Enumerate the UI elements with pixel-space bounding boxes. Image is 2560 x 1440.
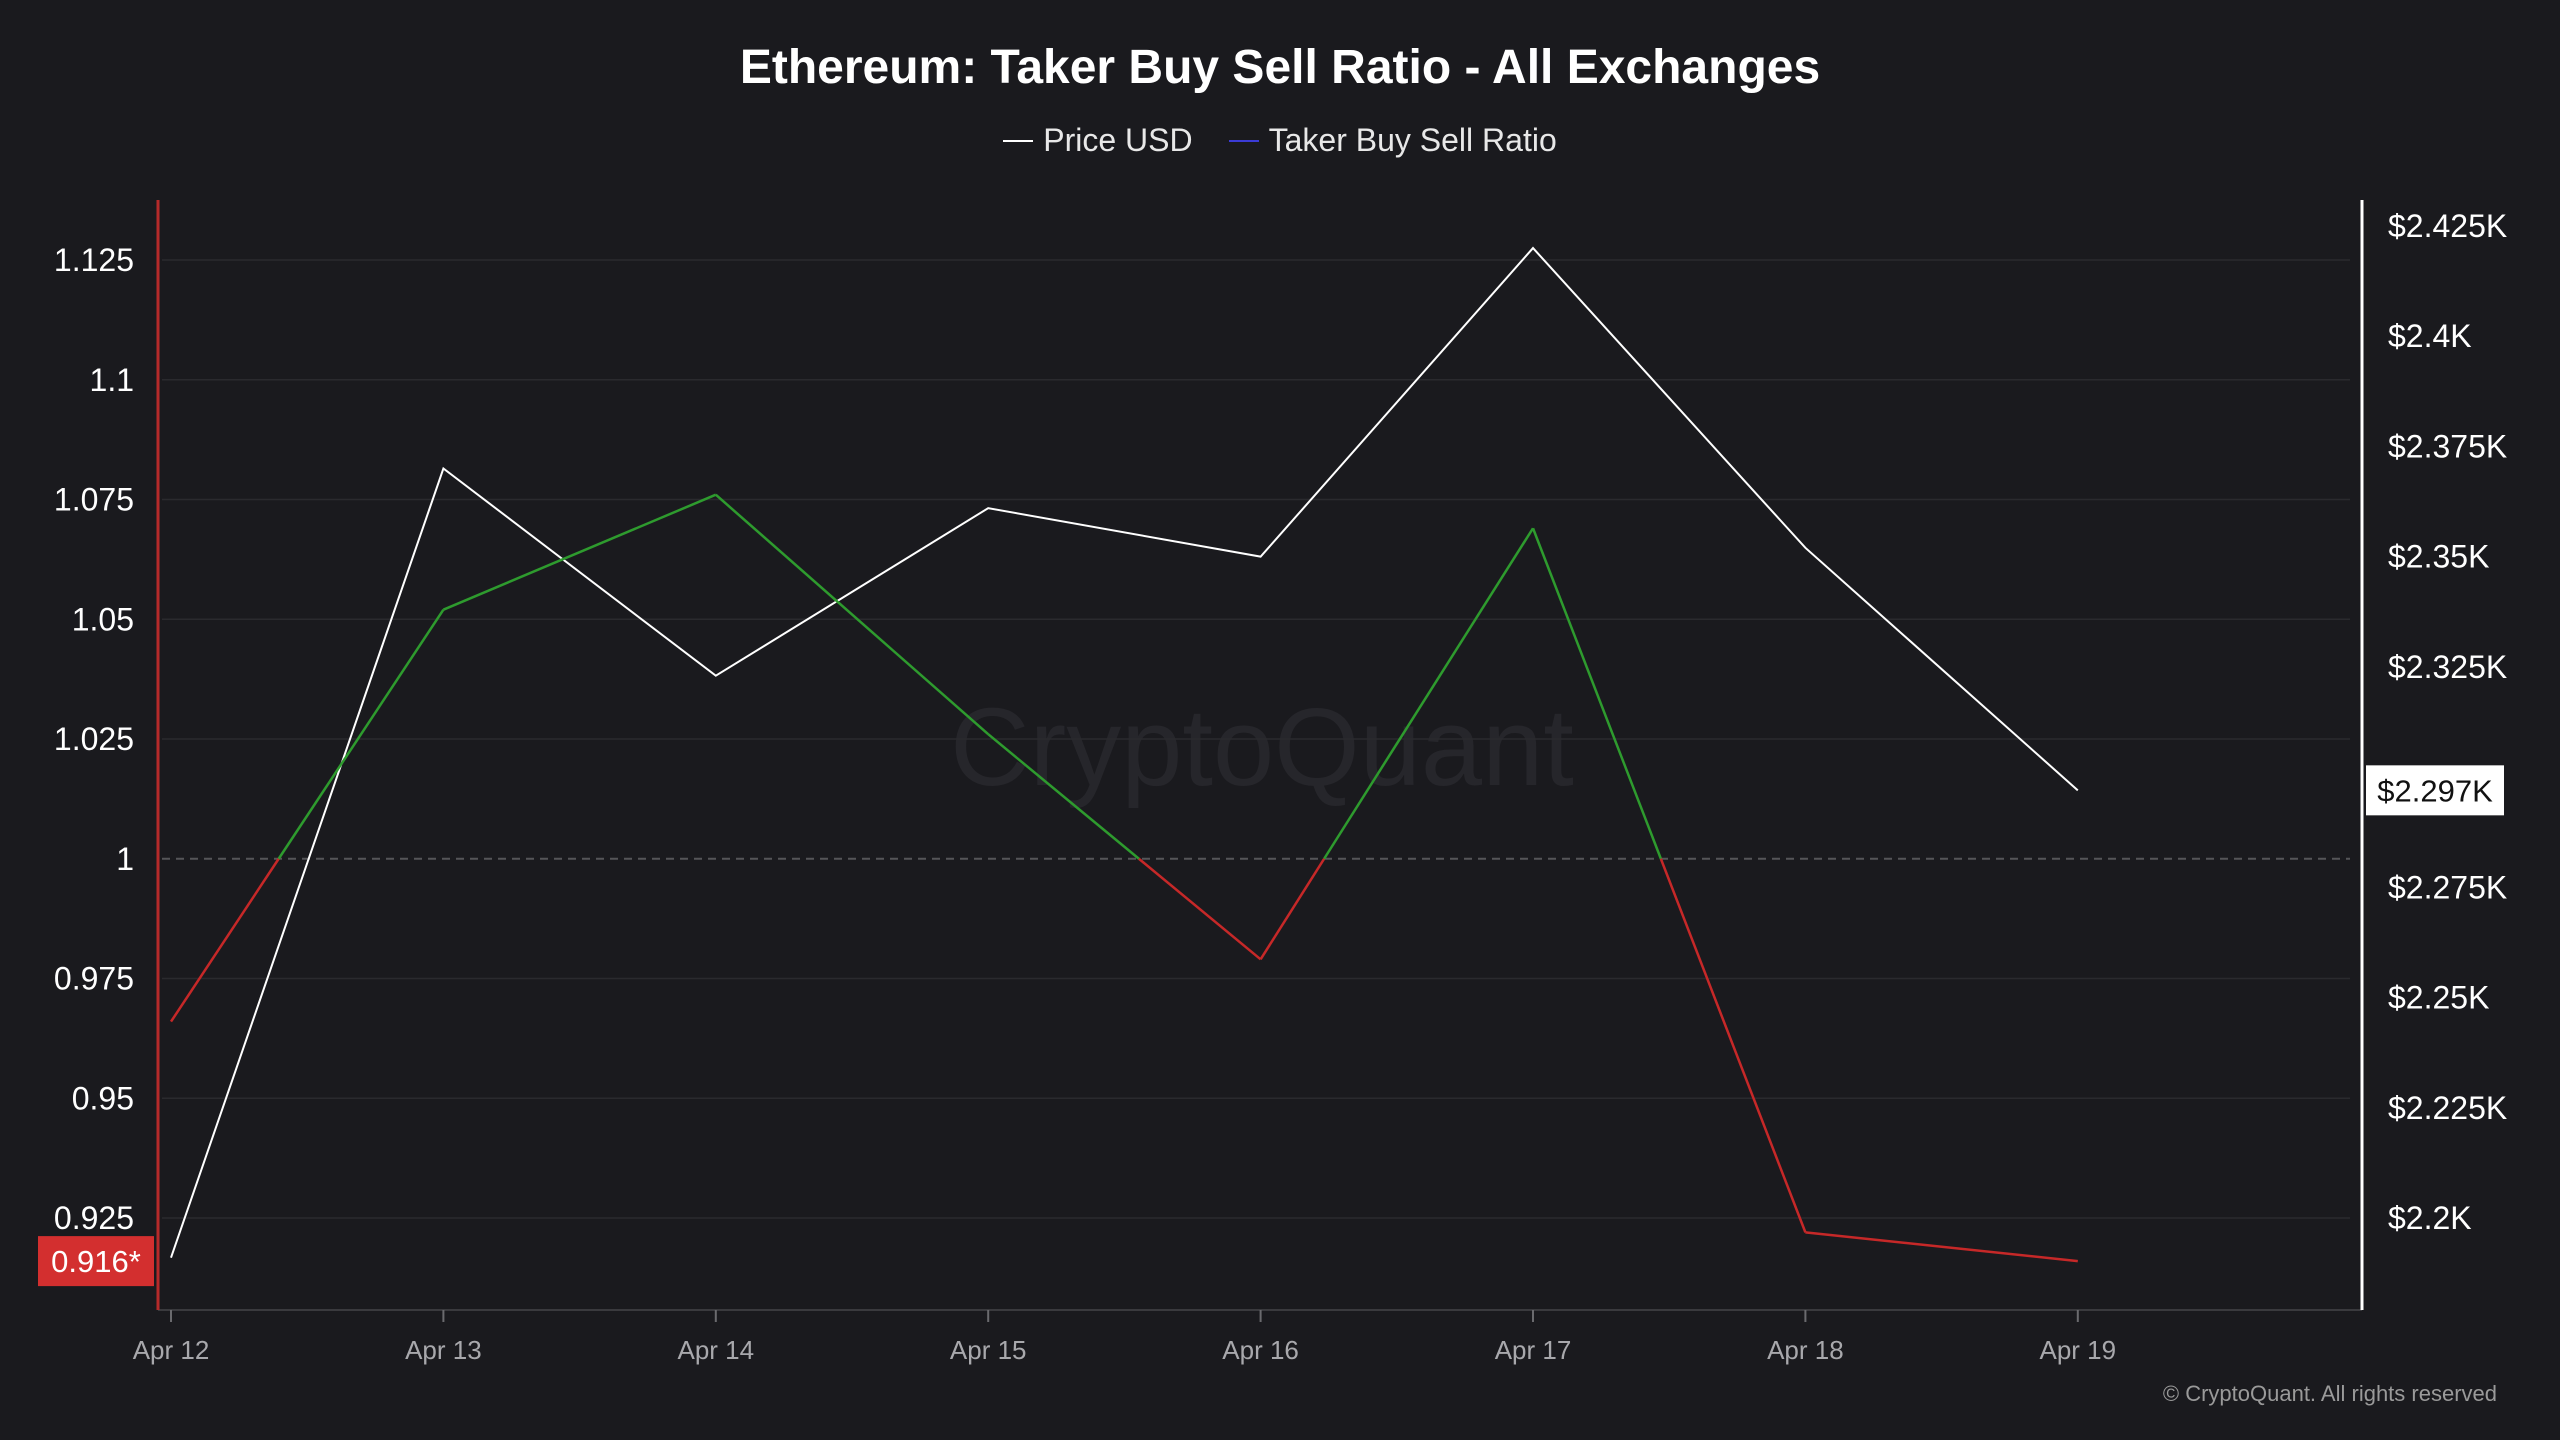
x-tick-label: Apr 14 (677, 1335, 754, 1365)
price-line (170, 246, 2079, 1259)
x-tick-label: Apr 18 (1767, 1335, 1844, 1365)
y-left-tick-label: 1.1 (90, 362, 134, 398)
current-price-badge (2366, 765, 2504, 816)
x-tick-label: Apr 16 (1222, 1335, 1299, 1365)
legend: Price USD Taker Buy Sell Ratio (0, 122, 2560, 159)
ratio-line-segment (1323, 527, 1535, 860)
y-left-tick-label: 1.075 (54, 482, 134, 518)
chart-title: Ethereum: Taker Buy Sell Ratio - All Exc… (739, 41, 1821, 94)
y-left-tick-label: 0.95 (72, 1080, 134, 1116)
y-left-tick-label: 1.025 (54, 721, 134, 757)
x-tick-label: Apr 19 (2039, 1335, 2116, 1365)
copyright-text: © CryptoQuant. All rights reserved (2162, 1381, 2497, 1406)
ratio-line-segment (987, 733, 1140, 860)
ratio-line-segment (1531, 527, 1663, 860)
watermark: CryptoQuant (950, 686, 1574, 809)
x-tick-label: Apr 13 (405, 1335, 482, 1365)
y-right-tick-label: $2.425K (2388, 208, 2507, 244)
legend-label-ratio: Taker Buy Sell Ratio (1268, 122, 1557, 158)
legend-item-ratio[interactable]: Taker Buy Sell Ratio (1228, 122, 1557, 159)
legend-swatch-price (1003, 139, 1034, 142)
current-price-label: $2.297K (2377, 773, 2493, 808)
ratio-line-segment (169, 858, 280, 1023)
y-right-tick-label: $2.325K (2388, 649, 2507, 685)
y-left-tick-label: 1.125 (54, 242, 134, 278)
y-right-tick-label: $2.4K (2388, 318, 2472, 354)
ratio-line-segment (1138, 857, 1262, 961)
ratio-line-segment (1805, 1231, 2078, 1263)
legend-swatch-ratio (1228, 139, 1259, 142)
y-left-tick-label: 0.925 (54, 1200, 134, 1236)
x-tick-label: Apr 12 (133, 1335, 210, 1365)
current-ratio-label: 0.916* (51, 1244, 141, 1279)
current-ratio-badge (38, 1236, 154, 1287)
legend-label-price: Price USD (1043, 122, 1193, 158)
y-left-tick-label: 0.975 (54, 961, 134, 997)
y-right-tick-label: $2.225K (2388, 1090, 2507, 1126)
y-right-tick-label: $2.275K (2388, 869, 2507, 905)
x-tick-label: Apr 17 (1495, 1335, 1572, 1365)
y-right-tick-label: $2.25K (2388, 980, 2489, 1016)
ratio-line-segment (1659, 858, 1807, 1233)
ratio-line-segment (442, 493, 717, 611)
y-left-tick-label: 1.05 (72, 601, 134, 637)
x-tick-label: Apr 15 (950, 1335, 1027, 1365)
legend-item-price[interactable]: Price USD (1003, 122, 1193, 159)
y-left-tick-label: 1 (116, 841, 134, 877)
y-right-tick-label: $2.35K (2388, 539, 2489, 575)
ratio-line-segment (1259, 858, 1326, 961)
y-right-tick-label: $2.375K (2388, 428, 2507, 464)
y-right-tick-label: $2.2K (2388, 1200, 2472, 1236)
ratio-line-segment (714, 493, 990, 736)
ratio-line-segment (277, 608, 445, 860)
